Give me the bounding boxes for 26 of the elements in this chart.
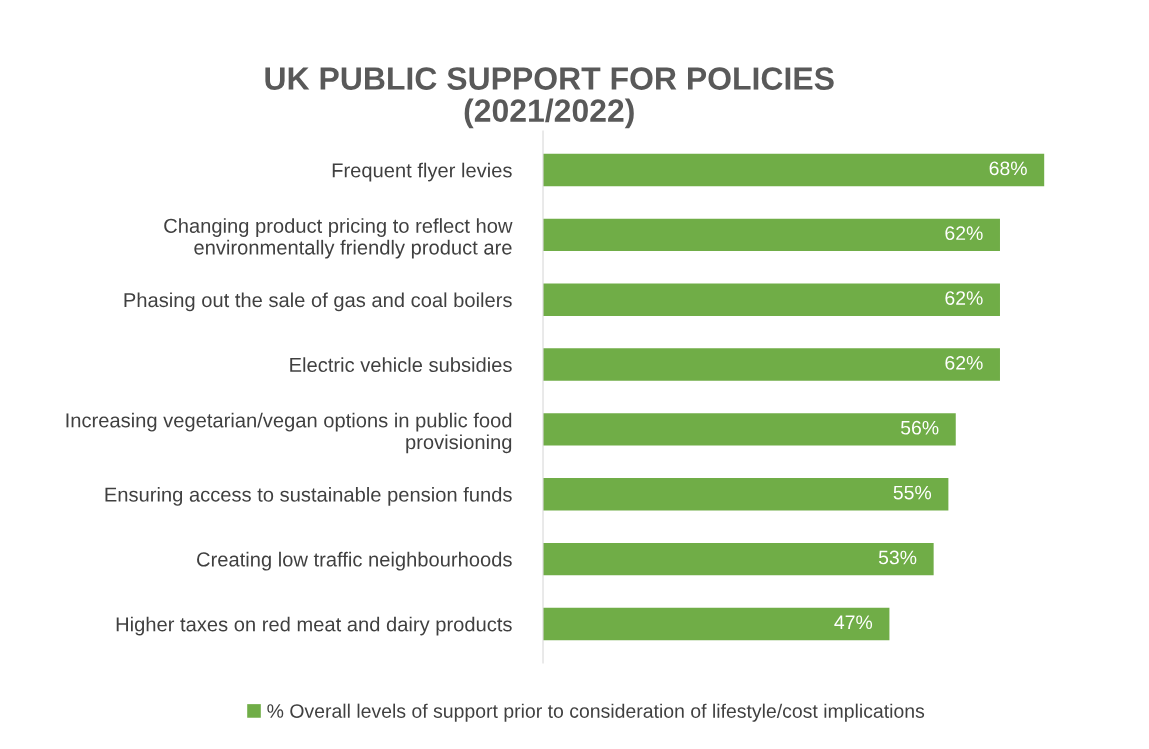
legend-label: % Overall levels of support prior to consideration of lifestyle/cost implications xyxy=(267,703,925,722)
bar xyxy=(543,348,1000,381)
data-label: 62% xyxy=(945,291,983,305)
data-label: 55% xyxy=(893,485,932,500)
bar xyxy=(543,542,934,576)
y-tick-label: Increasing vegetarian/vegan options in public food provisioning xyxy=(66,412,512,454)
y-tick-label: Frequent flyer levies xyxy=(332,162,512,182)
data-label: 68% xyxy=(989,161,1027,176)
chart-title: UK PUBLIC SUPPORT FOR POLICIES (2021/2022) xyxy=(265,67,834,129)
bar xyxy=(543,607,890,641)
y-tick-label: Phasing out the sale of gas and coal boilers xyxy=(124,292,512,312)
data-label: 56% xyxy=(900,420,939,435)
bar xyxy=(543,153,1045,187)
bar xyxy=(543,218,1000,252)
data-label: 53% xyxy=(878,550,917,565)
data-label: 47% xyxy=(834,615,873,630)
bar xyxy=(543,478,949,511)
y-tick-label: Creating low traffic neighbourhoods xyxy=(197,551,512,571)
bar xyxy=(543,283,1000,316)
data-label: 62% xyxy=(945,226,983,241)
y-tick-label: Ensuring access to sustainable pension funds xyxy=(105,486,512,506)
y-tick-label: Changing product pricing to reflect how environmentally friendly product are xyxy=(164,218,513,259)
data-label: 62% xyxy=(945,355,983,370)
y-tick-label: Electric vehicle subsidies xyxy=(290,357,512,373)
y-tick-label: Higher taxes on red meat and dairy products xyxy=(116,616,512,636)
bar xyxy=(543,413,956,446)
